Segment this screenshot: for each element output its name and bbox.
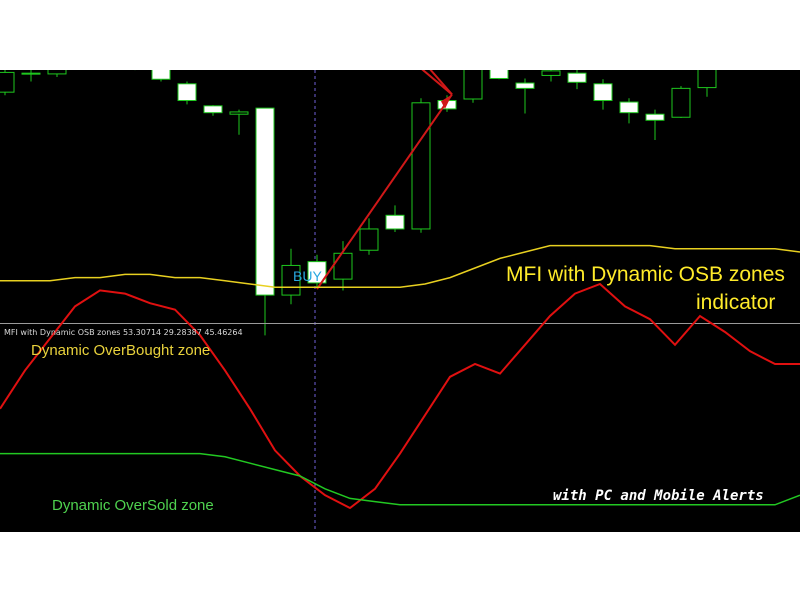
bull-candle — [671, 87, 691, 118]
bull-candle — [541, 70, 561, 76]
chart-canvas — [0, 70, 800, 532]
bear-candle — [255, 107, 275, 296]
mfi-line — [0, 282, 800, 510]
trade-arrow-head — [441, 94, 452, 109]
bear-candle — [515, 82, 535, 89]
indicator-header: MFI with Dynamic OSB zones 53.30714 29.2… — [4, 328, 243, 337]
trade-arrow-line — [421, 70, 453, 96]
oversold-line — [0, 452, 800, 506]
bull-candle — [359, 228, 379, 251]
bull-candle — [333, 252, 353, 280]
bear-candle — [203, 105, 223, 114]
bull-candle — [463, 70, 483, 100]
bear-candle — [619, 101, 639, 114]
bear-candle — [593, 83, 613, 102]
bear-candle — [307, 261, 327, 284]
bull-candle — [229, 111, 249, 115]
alerts-label: with PC and Mobile Alerts — [553, 488, 764, 504]
bear-candle — [489, 70, 509, 79]
bear-candle — [645, 113, 665, 121]
bull-candle — [47, 70, 67, 75]
bear-candle — [151, 70, 171, 80]
chart-frame: MFI with Dynamic OSB zones indicator BUY… — [0, 70, 800, 532]
chart-title-line1: MFI with Dynamic OSB zones — [506, 263, 785, 286]
bear-candle — [177, 83, 197, 102]
oversold-zone-label: Dynamic OverSold zone — [52, 497, 214, 514]
bear-candle — [567, 72, 587, 83]
bear-candle — [385, 214, 405, 230]
bull-candle — [0, 71, 15, 93]
chart-title-line2: indicator — [696, 291, 776, 314]
bull-candle — [411, 102, 431, 230]
bull-candle — [697, 70, 717, 89]
overbought-line — [0, 244, 800, 288]
bull-candle — [21, 72, 41, 75]
trade-arrow-line — [429, 70, 453, 96]
trade-arrow-line — [316, 93, 453, 290]
buy-signal-label: BUY — [293, 268, 322, 284]
overbought-zone-label: Dynamic OverBought zone — [31, 342, 211, 359]
